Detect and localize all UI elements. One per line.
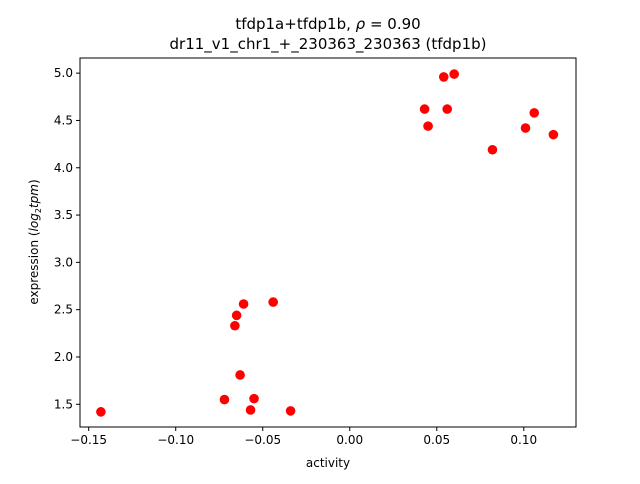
chart-title-line2: dr11_v1_chr1_+_230363_230363 (tfdp1b) (170, 35, 487, 54)
scatter-point (520, 123, 531, 133)
y-axis-label: expression (log2tpm) (27, 179, 43, 304)
scatter-point (219, 394, 230, 405)
x-tick-label: −0.15 (70, 433, 107, 447)
y-axis-ticks: 1.5 2.0 2.5 3.0 3.5 4.0 4.5 5.0 (54, 66, 80, 411)
x-tick-label: −0.05 (244, 433, 281, 447)
scatter-point (442, 104, 453, 114)
scatter-point (449, 69, 459, 79)
scatter-point (249, 393, 259, 404)
scatter-point (268, 297, 278, 307)
scatter-point (230, 320, 240, 331)
scatter-point (231, 310, 242, 321)
y-tick-label: 2.5 (54, 303, 73, 317)
chart-title-line1: tfdp1a+tfdp1b, ρ = 0.90 (235, 15, 420, 33)
y-tick-label: 1.5 (54, 397, 73, 411)
scatter-point (487, 144, 498, 155)
scatter-point (419, 104, 430, 114)
y-tick-label: 3.5 (54, 208, 73, 222)
scatter-point (423, 121, 433, 131)
x-tick-label: −0.10 (157, 433, 194, 447)
scatter-point (438, 72, 449, 82)
y-tick-label: 2.0 (54, 350, 73, 364)
x-tick-label: 0.05 (423, 433, 450, 447)
scatter-point (529, 108, 540, 118)
scatter-point (245, 405, 256, 415)
y-tick-label: 4.0 (54, 161, 73, 175)
y-tick-label: 3.0 (54, 255, 73, 269)
scatter-point (238, 299, 249, 309)
scatter-point (285, 406, 296, 416)
x-axis-label: activity (306, 456, 350, 470)
scatter-point (96, 407, 106, 417)
data-points (96, 69, 559, 417)
x-tick-label: 0.10 (510, 433, 537, 447)
y-tick-label: 5.0 (54, 66, 73, 80)
x-tick-label: 0.00 (336, 433, 363, 447)
scatter-point (548, 129, 559, 140)
scatter-point (235, 370, 245, 380)
y-tick-label: 4.5 (54, 113, 73, 127)
plot-frame (79, 57, 577, 428)
x-axis-ticks: −0.15 −0.10 −0.05 0.00 0.05 0.10 (70, 427, 537, 447)
